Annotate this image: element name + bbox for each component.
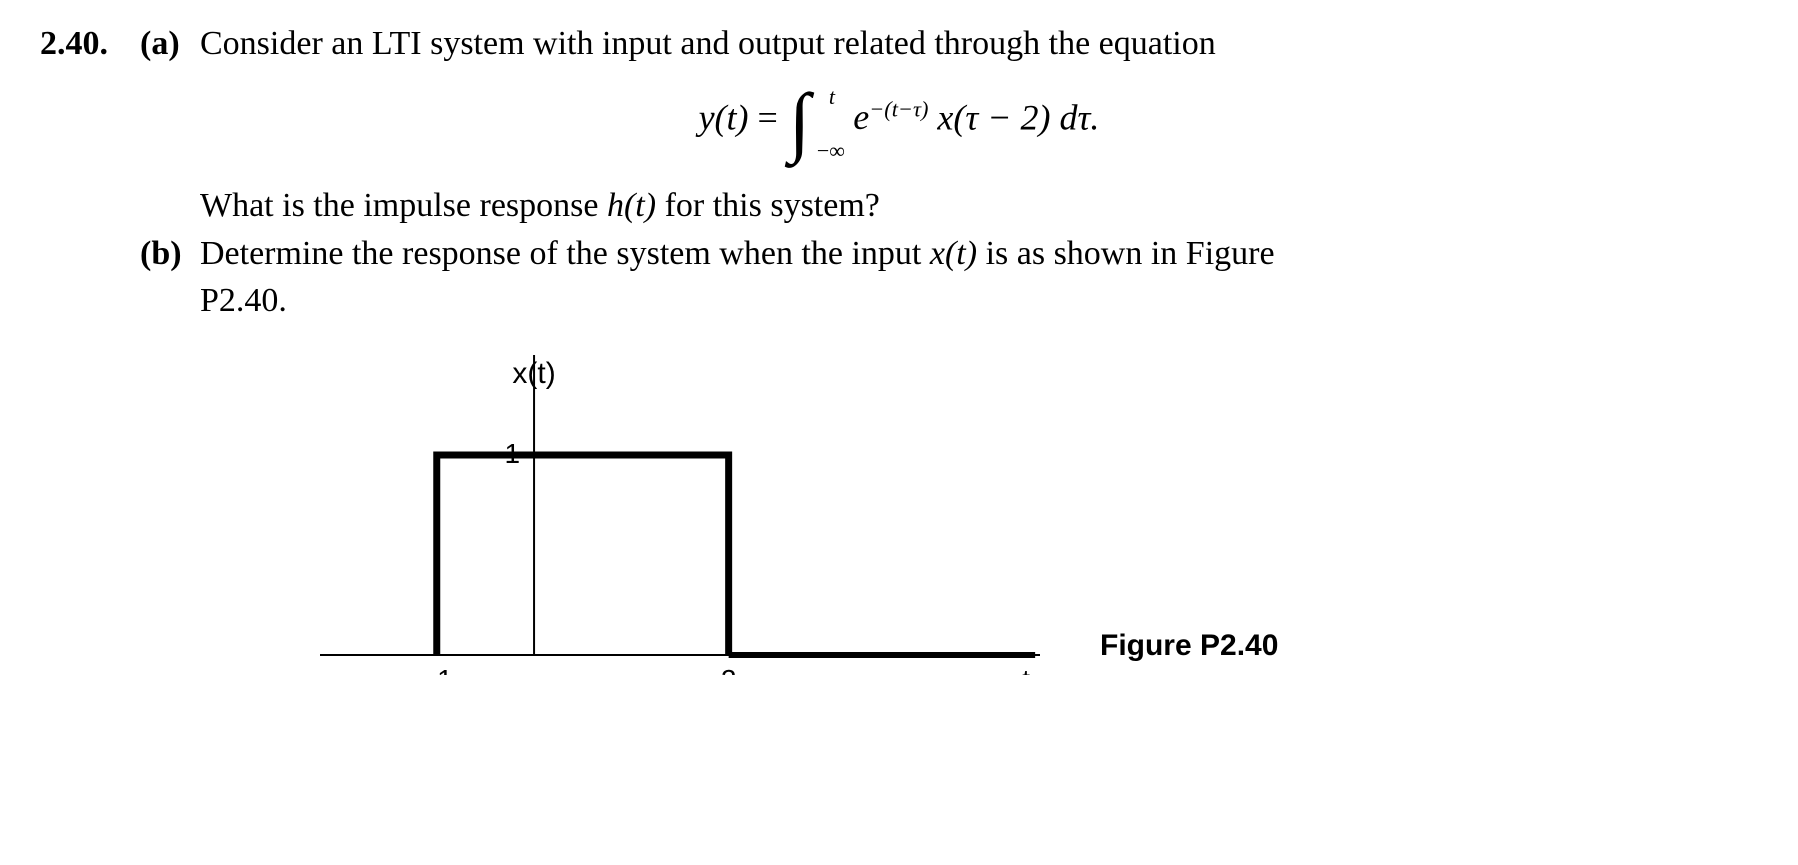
eq-lhs: y(t) [699,97,749,137]
part-b-text-1: Determine the response of the system whe… [200,230,1758,278]
svg-text:x(t): x(t) [512,357,555,390]
integral-symbol: ∫ t −∞ [789,90,810,152]
svg-text:2: 2 [721,664,737,675]
line-1: 2.40. (a) Consider an LTI system with in… [40,20,1758,68]
eq-equals: = [758,97,787,137]
problem-number: 2.40. [40,20,140,68]
part-b-xt: x(t) [930,235,977,272]
part-a-intro: Consider an LTI system with input and ou… [200,20,1758,68]
problem-page: 2.40. (a) Consider an LTI system with in… [0,0,1798,865]
part-a-q-prefix: What is the impulse response [200,187,607,224]
part-a-q-suffix: for this system? [656,187,880,224]
part-a-question: What is the impulse response h(t) for th… [200,182,1758,230]
figure-caption: Figure P2.40 [1100,625,1278,667]
part-a-q-ht: h(t) [607,187,656,224]
part-b-label: (b) [140,230,200,278]
integral-lower-limit: −∞ [817,142,845,160]
figure-area: x(t) 1 −1 2 t Figure P2.40 [320,355,1758,675]
equation-row: y(t) = ∫ t −∞ e−(t−τ) x(τ − 2) dτ. [40,90,1758,152]
eq-e-base: e [853,97,869,137]
part-b-row-2: P2.40. [140,277,1758,325]
part-b-mid: is as shown in Figure [977,235,1275,272]
part-a-question-row: What is the impulse response h(t) for th… [140,182,1758,230]
part-b-text-2: P2.40. [200,277,1758,325]
part-a-label: (a) [140,20,200,68]
eq-exponent: −(t−τ) [869,96,928,121]
figure-svg: x(t) 1 −1 2 t [320,355,1040,675]
svg-text:1: 1 [504,438,520,469]
eq-xtau: x(τ − 2) dτ. [937,97,1099,137]
integral-glyph: ∫ [789,77,810,164]
svg-text:t: t [1022,664,1030,675]
part-b-prefix: Determine the response of the system whe… [200,235,930,272]
integral-upper-limit: t [829,88,835,106]
svg-text:−1: −1 [421,664,453,675]
part-b-row-1: (b) Determine the response of the system… [140,230,1758,278]
integral-wrapper: ∫ t −∞ [787,90,812,152]
